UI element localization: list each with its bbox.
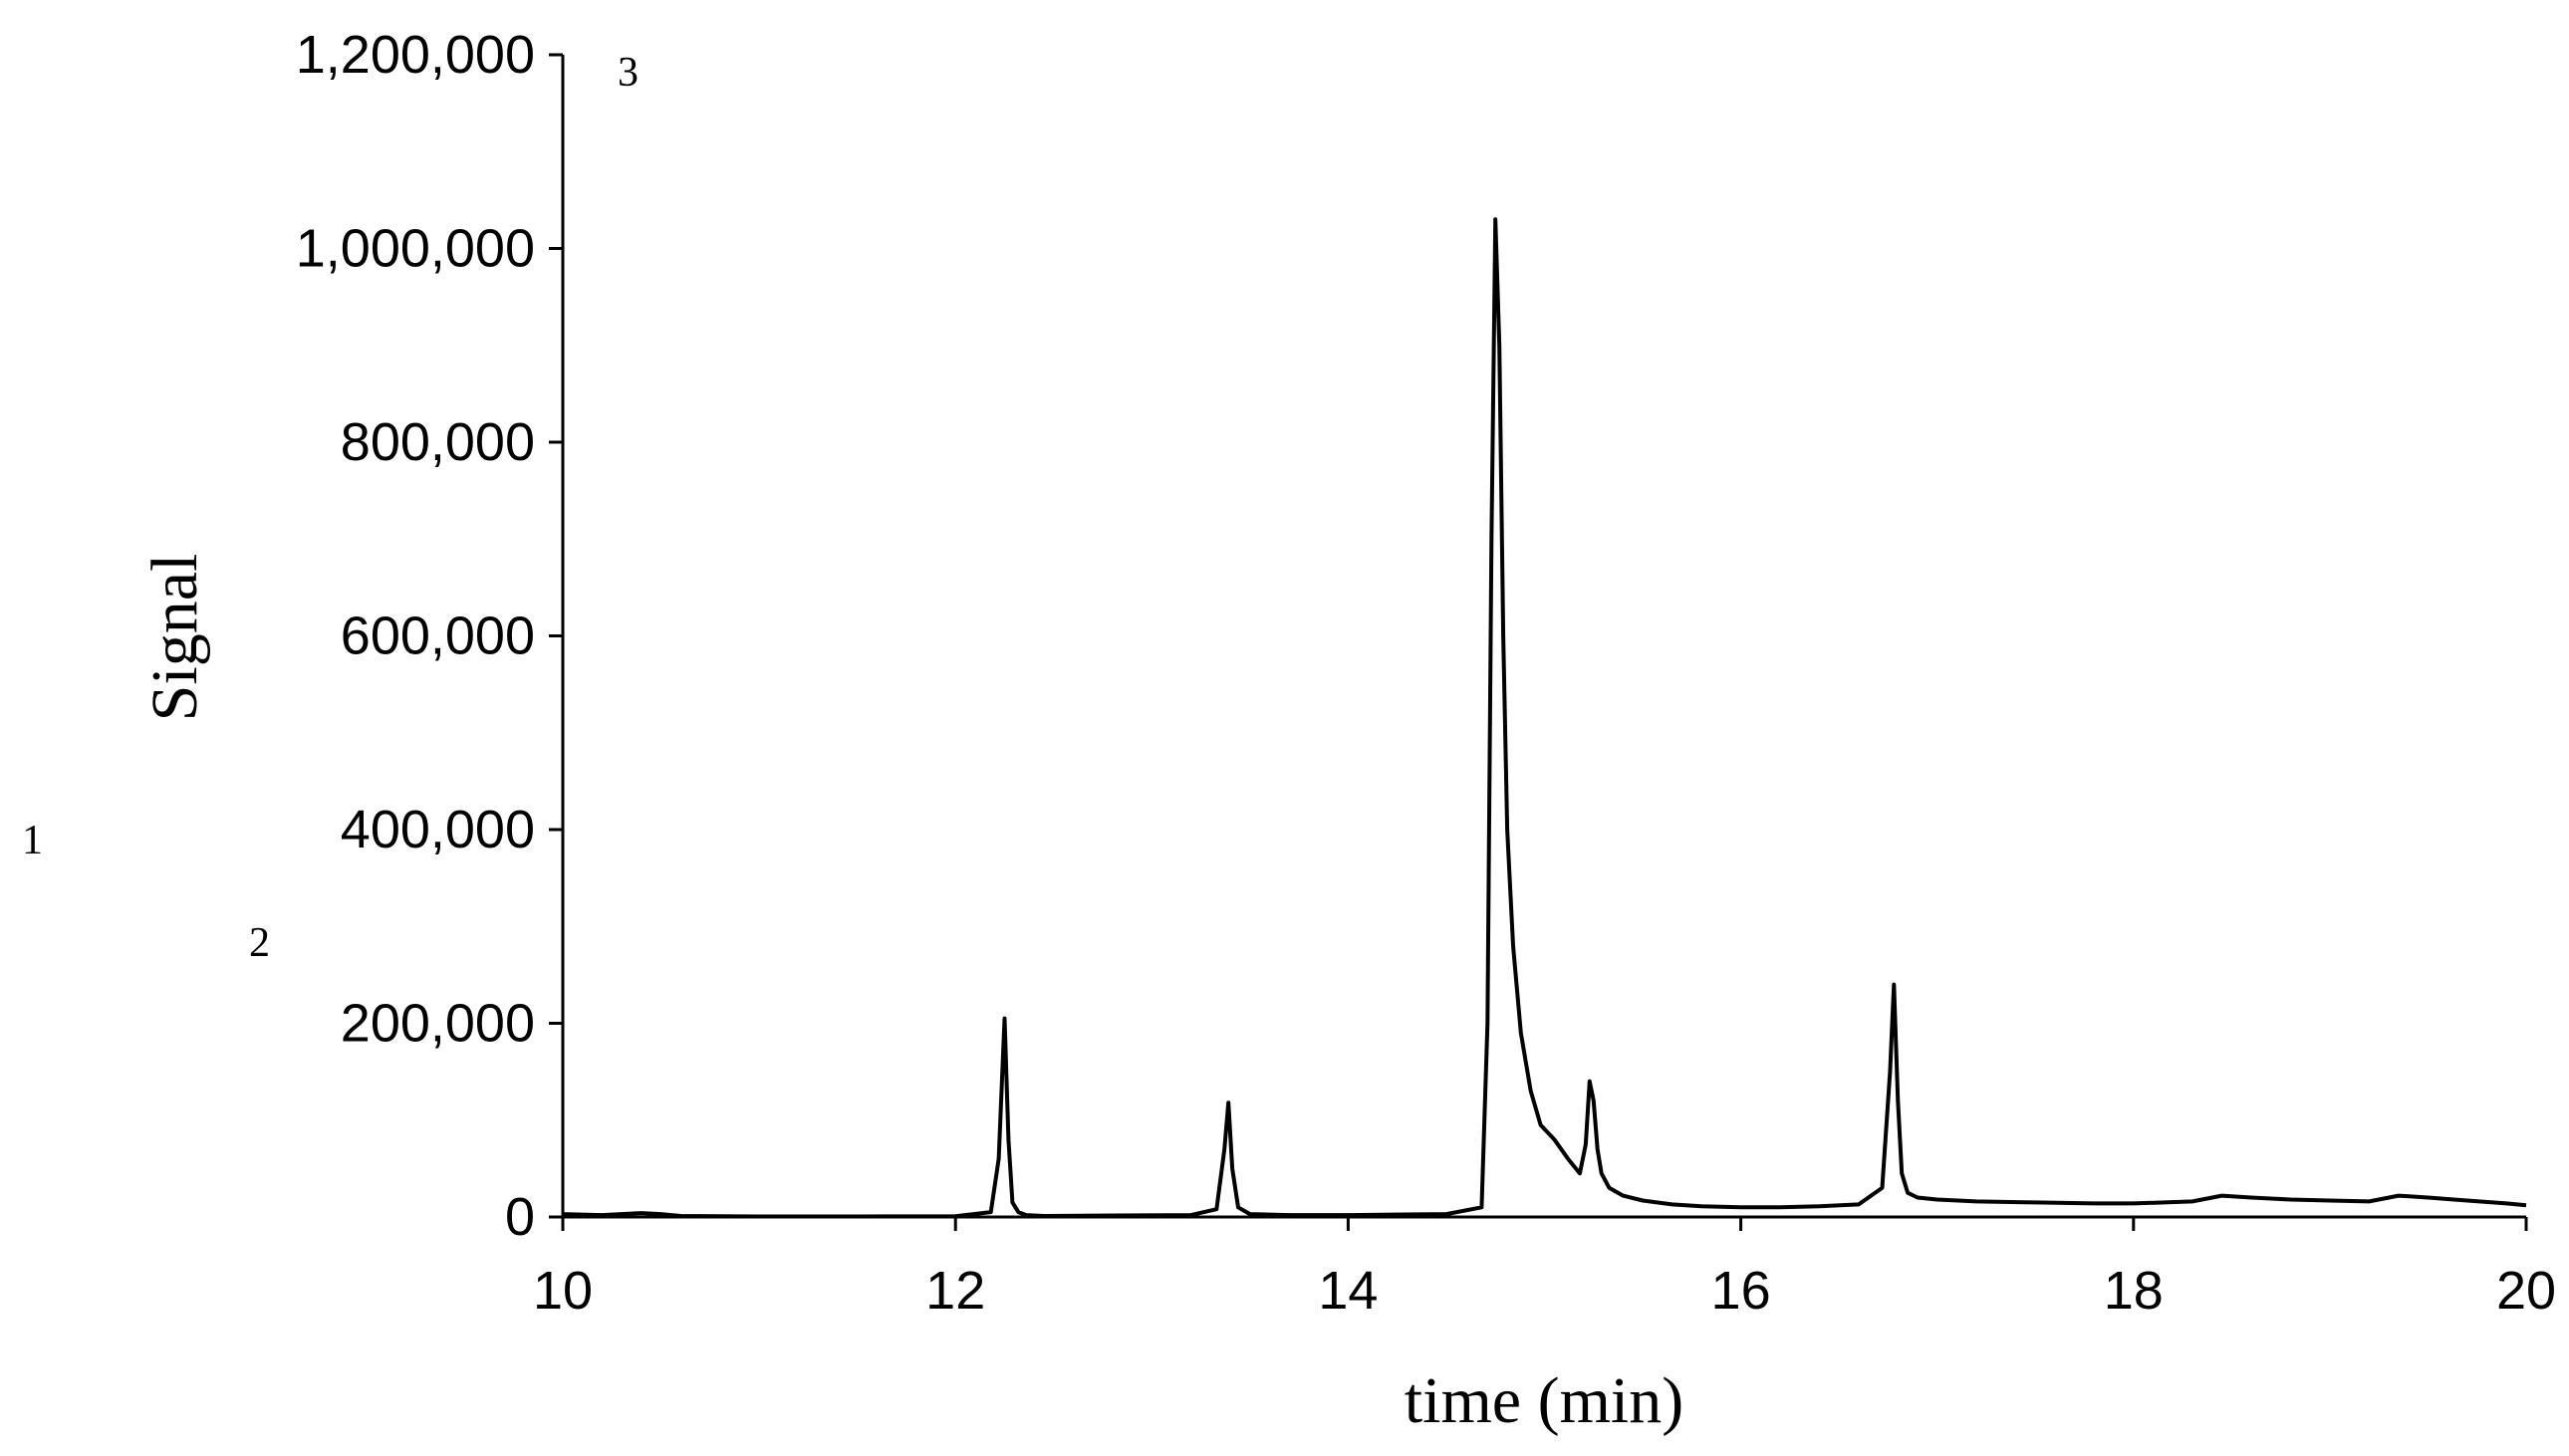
y-tick-label: 1,000,000 bbox=[296, 219, 535, 279]
y-tick-label: 0 bbox=[505, 1187, 535, 1247]
x-axis-title: time (min) bbox=[1405, 1364, 1683, 1437]
x-tick-label: 16 bbox=[1711, 1261, 1771, 1321]
x-tick-label: 12 bbox=[925, 1261, 985, 1321]
annotation-3: 3 bbox=[618, 50, 639, 96]
x-axis: 10 12 14 16 18 20 bbox=[533, 1215, 2556, 1321]
y-tick-label: 1,200,000 bbox=[296, 25, 535, 85]
y-tick-label: 600,000 bbox=[341, 607, 535, 666]
x-tick-label: 18 bbox=[2104, 1261, 2164, 1321]
annotation-2: 2 bbox=[249, 920, 270, 966]
x-tick-label: 20 bbox=[2496, 1261, 2556, 1321]
y-axis-title: Signal bbox=[138, 554, 211, 722]
annotation-1: 1 bbox=[22, 818, 43, 863]
y-tick-label: 800,000 bbox=[341, 412, 535, 472]
x-tick-label: 14 bbox=[1318, 1261, 1378, 1321]
y-tick-label: 200,000 bbox=[341, 994, 535, 1054]
x-tick-label: 10 bbox=[533, 1261, 593, 1321]
y-tick-label: 400,000 bbox=[341, 800, 535, 859]
y-axis: 0 200,000 400,000 600,000 800,000 1,000,000 1,… bbox=[296, 25, 565, 1247]
signal-series-line bbox=[562, 217, 2527, 1219]
